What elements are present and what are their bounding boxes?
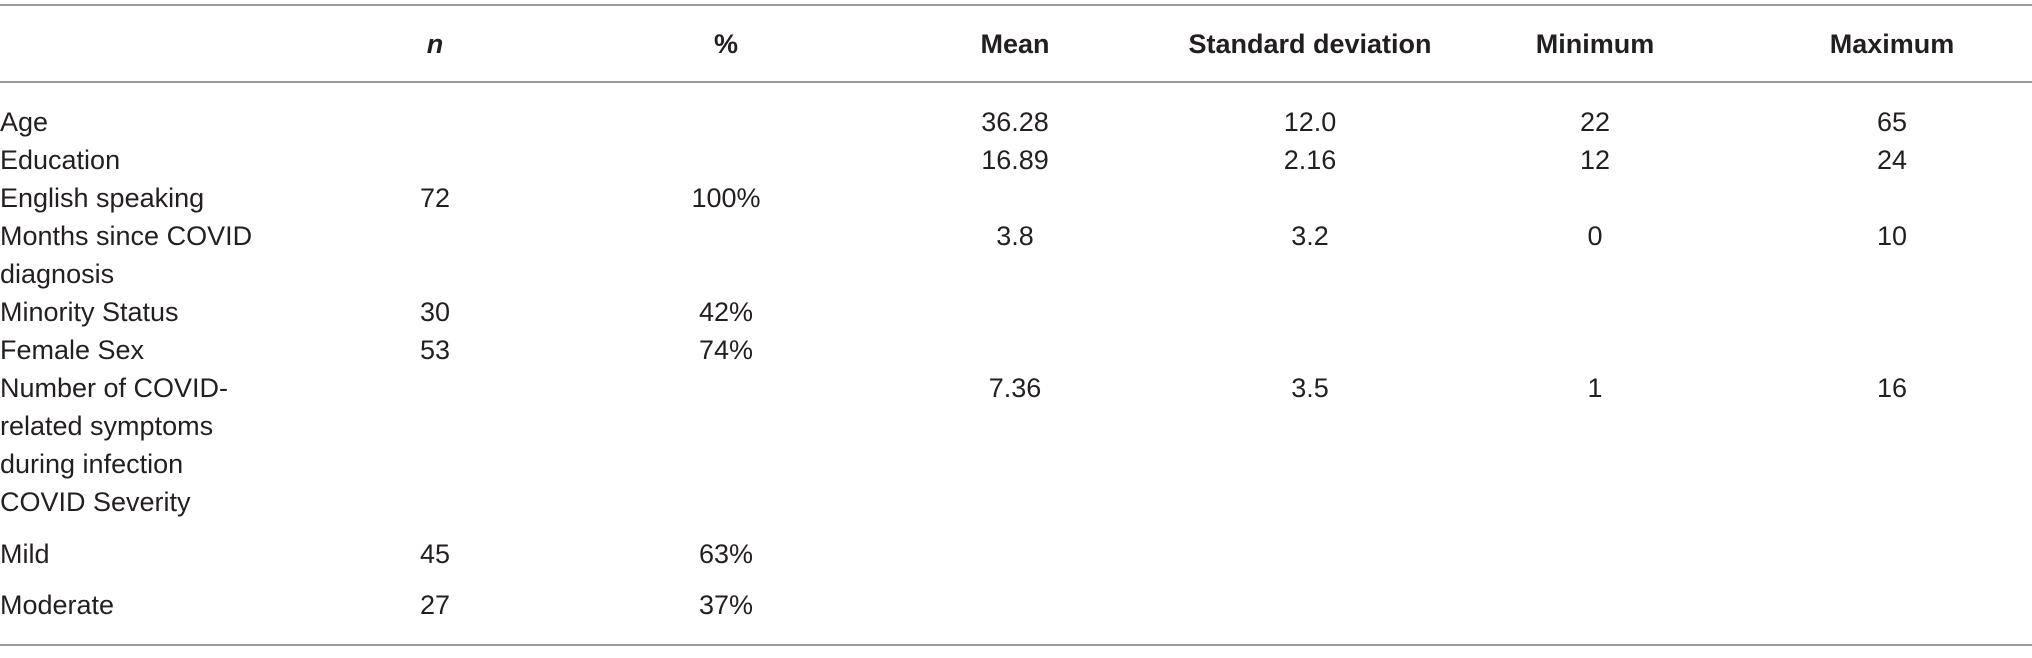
header-standard-deviation: Standard deviation <box>1188 29 1432 59</box>
months-max: 10 <box>1876 221 1908 251</box>
table-top-rule <box>0 4 2032 6</box>
english-speaking-n: 72 <box>419 183 451 213</box>
education-sd: 2.16 <box>1283 145 1337 175</box>
symptoms-mean: 7.36 <box>988 373 1042 403</box>
age-max: 65 <box>1876 107 1908 137</box>
row-label-mild: Mild <box>0 539 50 569</box>
row-label-moderate: Moderate <box>0 590 115 620</box>
row-label-months-since-covid-line2: diagnosis <box>0 259 115 289</box>
symptoms-sd: 3.5 <box>1291 373 1329 403</box>
minority-status-n: 30 <box>419 297 451 327</box>
row-label-education: Education <box>0 145 121 175</box>
row-label-months-since-covid: Months since COVID <box>0 221 253 251</box>
months-min: 0 <box>1587 221 1603 251</box>
header-percent: % <box>713 29 738 59</box>
minority-status-percent: 42% <box>698 297 754 327</box>
row-label-symptoms: Number of COVID- <box>0 373 229 403</box>
months-mean: 3.8 <box>996 221 1034 251</box>
header-maximum: Maximum <box>1829 29 1955 59</box>
age-mean: 36.28 <box>981 107 1049 137</box>
female-sex-percent: 74% <box>698 335 754 365</box>
age-sd: 12.0 <box>1283 107 1337 137</box>
age-min: 22 <box>1579 107 1611 137</box>
female-sex-n: 53 <box>419 335 451 365</box>
mild-n: 45 <box>419 539 451 569</box>
row-label-minority-status: Minority Status <box>0 297 179 327</box>
header-bottom-rule <box>0 81 2032 83</box>
education-min: 12 <box>1579 145 1611 175</box>
row-label-age: Age <box>0 107 49 137</box>
moderate-n: 27 <box>419 590 451 620</box>
row-label-covid-severity: COVID Severity <box>0 487 191 517</box>
english-speaking-percent: 100% <box>691 183 761 213</box>
header-mean: Mean <box>980 29 1050 59</box>
symptoms-min: 1 <box>1587 373 1603 403</box>
mild-percent: 63% <box>698 539 754 569</box>
symptoms-max: 16 <box>1876 373 1908 403</box>
education-mean: 16.89 <box>981 145 1049 175</box>
header-n: n <box>426 29 444 59</box>
education-max: 24 <box>1876 145 1908 175</box>
header-minimum: Minimum <box>1535 29 1655 59</box>
row-label-symptoms-line3: during infection <box>0 449 184 479</box>
table-bottom-rule <box>0 644 2032 646</box>
row-label-english-speaking: English speaking <box>0 183 205 213</box>
row-label-female-sex: Female Sex <box>0 335 145 365</box>
months-sd: 3.2 <box>1291 221 1329 251</box>
row-label-symptoms-line2: related symptoms <box>0 411 214 441</box>
moderate-percent: 37% <box>698 590 754 620</box>
